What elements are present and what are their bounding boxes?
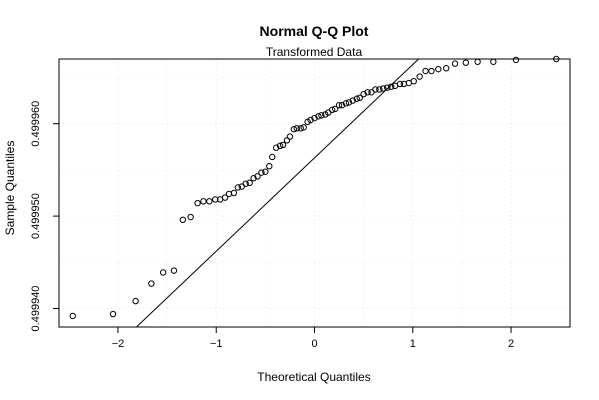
data-point: [435, 65, 442, 73]
data-point: [200, 198, 207, 205]
data-point: [349, 97, 357, 104]
data-point: [396, 80, 404, 88]
data-point: [300, 124, 307, 131]
data-point: [490, 58, 497, 65]
data-point: [179, 216, 187, 224]
data-point: [345, 99, 353, 106]
data-point: [269, 153, 276, 161]
x-tick-label: −1: [210, 338, 223, 350]
data-point: [318, 112, 325, 119]
grid-lines: [59, 59, 570, 327]
data-point: [474, 58, 481, 65]
data-point: [451, 60, 459, 67]
data-point: [387, 83, 395, 90]
data-point: [170, 267, 178, 274]
data-point: [187, 213, 194, 221]
data-point: [69, 312, 76, 320]
data-point: [290, 126, 298, 133]
y-axis-label: Sample Quantiles: [3, 141, 17, 236]
data-point: [293, 125, 301, 132]
data-point: [372, 86, 379, 93]
data-point: [221, 194, 229, 201]
data-point: [276, 142, 284, 150]
y-tick-label: 0.499960: [30, 101, 42, 147]
data-point: [356, 94, 363, 102]
data-point: [315, 113, 322, 120]
data-point: [279, 141, 287, 149]
data-point: [132, 297, 139, 305]
data-point: [353, 95, 360, 102]
x-tick-label: 1: [410, 338, 416, 350]
data-point: [410, 77, 417, 85]
data-point: [342, 100, 350, 107]
x-tick-label: 2: [508, 338, 514, 350]
y-tick-label: 0.499940: [30, 286, 42, 332]
data-point: [328, 106, 336, 114]
chart-title: Normal Q-Q Plot: [260, 23, 369, 39]
data-point: [364, 89, 371, 96]
data-point: [428, 67, 435, 75]
data-point: [258, 169, 265, 176]
data-point: [331, 105, 339, 113]
data-point: [307, 116, 314, 124]
data-point: [109, 310, 117, 318]
data-point: [338, 102, 346, 109]
x-tick-label: 0: [311, 338, 317, 350]
y-tick-label: 0.499950: [30, 193, 42, 239]
data-point: [250, 175, 257, 182]
data-point: [442, 65, 450, 72]
data-point: [512, 56, 520, 64]
x-tick-label: −2: [112, 338, 125, 350]
data-point: [416, 73, 423, 80]
data-point: [234, 184, 242, 191]
data-point: [206, 198, 213, 205]
data-point: [380, 85, 387, 92]
x-axis-label: Theoretical Quantiles: [257, 370, 370, 384]
x-axis: −2 −1 0 1 2: [112, 327, 514, 350]
data-point: [297, 125, 304, 132]
data-point: [360, 90, 367, 98]
data-point: [462, 59, 470, 66]
data-point: [246, 179, 253, 187]
data-point: [254, 173, 261, 180]
data-point: [283, 137, 291, 144]
y-axis: 0.499940 0.499950 0.499960: [30, 101, 59, 332]
data-points: [69, 55, 560, 320]
data-point: [272, 144, 280, 151]
data-point: [230, 189, 238, 197]
data-point: [422, 67, 429, 75]
chart-subtitle: Transformed Data: [266, 45, 363, 59]
reference-line: [136, 58, 419, 328]
data-point: [286, 133, 294, 140]
data-point: [194, 199, 201, 207]
data-point: [376, 86, 383, 93]
data-point: [262, 168, 269, 175]
data-point: [266, 163, 273, 170]
data-point: [159, 269, 167, 276]
data-point: [311, 114, 318, 122]
data-point: [148, 280, 155, 287]
data-point: [384, 84, 391, 91]
data-point: [335, 102, 343, 109]
data-point: [242, 180, 249, 187]
